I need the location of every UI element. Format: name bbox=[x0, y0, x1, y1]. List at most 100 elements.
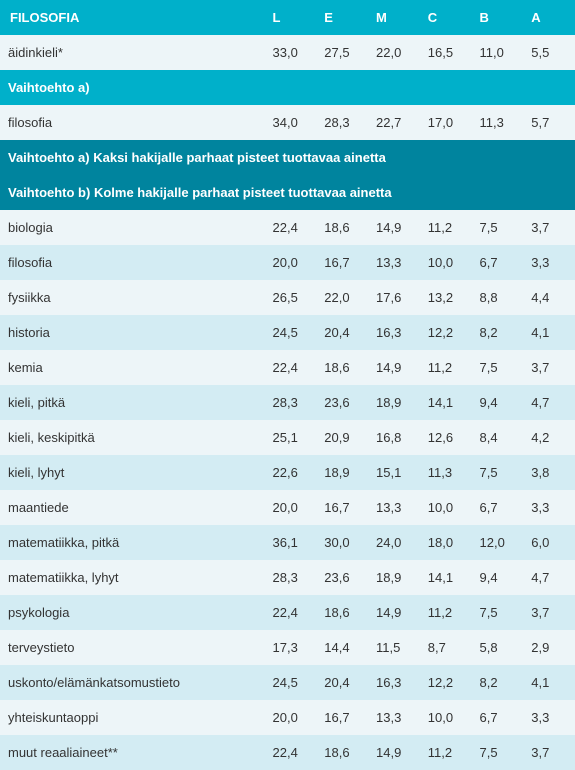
cell-value: 4,1 bbox=[523, 665, 575, 700]
cell-value: 11,2 bbox=[420, 350, 472, 385]
cell-value: 10,0 bbox=[420, 245, 472, 280]
header-col-E: E bbox=[316, 0, 368, 35]
table-row: matematiikka, lyhyt28,323,618,914,19,44,… bbox=[0, 560, 575, 595]
cell-value: 24,0 bbox=[368, 525, 420, 560]
cell-value: 16,3 bbox=[368, 665, 420, 700]
cell-value: 3,7 bbox=[523, 595, 575, 630]
cell-value: 13,3 bbox=[368, 245, 420, 280]
table-row: kieli, pitkä28,323,618,914,19,44,7 bbox=[0, 385, 575, 420]
cell-value: 22,4 bbox=[265, 210, 317, 245]
row-label: filosofia bbox=[0, 105, 265, 140]
cell-value: 8,7 bbox=[420, 630, 472, 665]
cell-value: 26,5 bbox=[265, 280, 317, 315]
cell-value: 22,4 bbox=[265, 350, 317, 385]
cell-value: 8,4 bbox=[472, 420, 524, 455]
cell-value: 18,6 bbox=[316, 735, 368, 770]
header-col-C: C bbox=[420, 0, 472, 35]
cell-value: 18,9 bbox=[368, 385, 420, 420]
cell-value: 16,7 bbox=[316, 245, 368, 280]
cell-value: 20,4 bbox=[316, 665, 368, 700]
cell-value: 18,0 bbox=[420, 525, 472, 560]
cell-value: 33,0 bbox=[265, 35, 317, 70]
cell-value: 28,3 bbox=[316, 105, 368, 140]
cell-value: 13,2 bbox=[420, 280, 472, 315]
cell-value: 12,2 bbox=[420, 665, 472, 700]
cell-value: 22,4 bbox=[265, 595, 317, 630]
cell-value: 12,2 bbox=[420, 315, 472, 350]
table-row: kemia22,418,614,911,27,53,7 bbox=[0, 350, 575, 385]
cell-value: 4,1 bbox=[523, 315, 575, 350]
section-row: Vaihtoehto a) Kaksi hakijalle parhaat pi… bbox=[0, 140, 575, 175]
cell-value: 8,2 bbox=[472, 665, 524, 700]
row-label: filosofia bbox=[0, 245, 265, 280]
cell-value: 6,0 bbox=[523, 525, 575, 560]
table-row: historia24,520,416,312,28,24,1 bbox=[0, 315, 575, 350]
cell-value: 5,8 bbox=[472, 630, 524, 665]
cell-value: 4,2 bbox=[523, 420, 575, 455]
table-row: kieli, keskipitkä25,120,916,812,68,44,2 bbox=[0, 420, 575, 455]
cell-value: 16,7 bbox=[316, 490, 368, 525]
row-label: historia bbox=[0, 315, 265, 350]
cell-value: 11,3 bbox=[472, 105, 524, 140]
cell-value: 11,3 bbox=[420, 455, 472, 490]
cell-value: 3,7 bbox=[523, 210, 575, 245]
cell-value: 12,0 bbox=[472, 525, 524, 560]
cell-value: 12,6 bbox=[420, 420, 472, 455]
cell-value: 36,1 bbox=[265, 525, 317, 560]
table-row: biologia22,418,614,911,27,53,7 bbox=[0, 210, 575, 245]
cell-value: 20,0 bbox=[265, 490, 317, 525]
cell-value: 18,9 bbox=[368, 560, 420, 595]
cell-value: 13,3 bbox=[368, 700, 420, 735]
cell-value: 14,1 bbox=[420, 560, 472, 595]
cell-value: 14,9 bbox=[368, 595, 420, 630]
cell-value: 18,6 bbox=[316, 350, 368, 385]
table-row: psykologia22,418,614,911,27,53,7 bbox=[0, 595, 575, 630]
cell-value: 2,9 bbox=[523, 630, 575, 665]
table-row: filosofia20,016,713,310,06,73,3 bbox=[0, 245, 575, 280]
table-row: uskonto/elämänkatsomustieto24,520,416,31… bbox=[0, 665, 575, 700]
cell-value: 6,7 bbox=[472, 700, 524, 735]
cell-value: 11,2 bbox=[420, 210, 472, 245]
row-label: yhteiskuntaoppi bbox=[0, 700, 265, 735]
row-label: fysiikka bbox=[0, 280, 265, 315]
score-table: FILOSOFIA L E M C B A äidinkieli*33,027,… bbox=[0, 0, 575, 770]
row-label: matematiikka, lyhyt bbox=[0, 560, 265, 595]
header-col-M: M bbox=[368, 0, 420, 35]
cell-value: 16,8 bbox=[368, 420, 420, 455]
cell-value: 17,0 bbox=[420, 105, 472, 140]
cell-value: 18,9 bbox=[316, 455, 368, 490]
cell-value: 7,5 bbox=[472, 595, 524, 630]
row-label: uskonto/elämänkatsomustieto bbox=[0, 665, 265, 700]
cell-value: 14,9 bbox=[368, 210, 420, 245]
cell-value: 34,0 bbox=[265, 105, 317, 140]
row-label: biologia bbox=[0, 210, 265, 245]
cell-value: 14,9 bbox=[368, 350, 420, 385]
cell-value: 22,0 bbox=[368, 35, 420, 70]
cell-value: 16,7 bbox=[316, 700, 368, 735]
header-col-B: B bbox=[472, 0, 524, 35]
section-label: Vaihtoehto b) Kolme hakijalle parhaat pi… bbox=[0, 175, 575, 210]
cell-value: 7,5 bbox=[472, 455, 524, 490]
cell-value: 24,5 bbox=[265, 665, 317, 700]
cell-value: 24,5 bbox=[265, 315, 317, 350]
cell-value: 11,0 bbox=[472, 35, 524, 70]
cell-value: 3,7 bbox=[523, 350, 575, 385]
section-label: Vaihtoehto a) Kaksi hakijalle parhaat pi… bbox=[0, 140, 575, 175]
table-row: kieli, lyhyt22,618,915,111,37,53,8 bbox=[0, 455, 575, 490]
table-row: terveystieto17,314,411,58,75,82,9 bbox=[0, 630, 575, 665]
cell-value: 8,2 bbox=[472, 315, 524, 350]
cell-value: 10,0 bbox=[420, 700, 472, 735]
cell-value: 6,7 bbox=[472, 245, 524, 280]
cell-value: 4,4 bbox=[523, 280, 575, 315]
row-label: matematiikka, pitkä bbox=[0, 525, 265, 560]
cell-value: 9,4 bbox=[472, 560, 524, 595]
section-label: Vaihtoehto a) bbox=[0, 70, 575, 105]
cell-value: 11,2 bbox=[420, 735, 472, 770]
cell-value: 20,4 bbox=[316, 315, 368, 350]
cell-value: 11,2 bbox=[420, 595, 472, 630]
cell-value: 3,7 bbox=[523, 735, 575, 770]
row-label: maantiede bbox=[0, 490, 265, 525]
table-row: muut reaaliaineet**22,418,614,911,27,53,… bbox=[0, 735, 575, 770]
cell-value: 3,3 bbox=[523, 245, 575, 280]
section-row: Vaihtoehto b) Kolme hakijalle parhaat pi… bbox=[0, 175, 575, 210]
